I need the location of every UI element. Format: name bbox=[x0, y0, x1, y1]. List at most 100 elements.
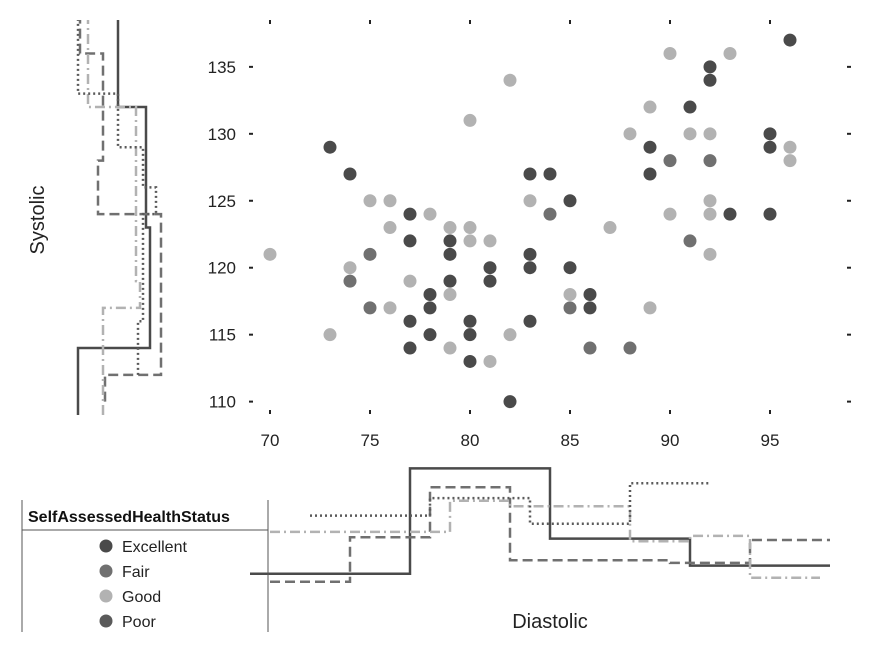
data-point bbox=[783, 140, 797, 154]
data-point bbox=[703, 127, 717, 141]
data-point bbox=[643, 167, 657, 181]
data-point bbox=[343, 274, 357, 288]
data-point bbox=[483, 234, 497, 248]
data-point bbox=[463, 328, 477, 342]
data-point bbox=[523, 247, 537, 261]
marginal-x-histogram bbox=[250, 467, 830, 584]
data-point bbox=[763, 140, 777, 154]
data-point bbox=[563, 301, 577, 315]
data-point bbox=[703, 154, 717, 168]
x-tick-label: 70 bbox=[261, 431, 280, 450]
data-point bbox=[523, 261, 537, 275]
data-point bbox=[463, 354, 477, 368]
data-point bbox=[503, 395, 517, 409]
data-point bbox=[423, 328, 437, 342]
data-point bbox=[403, 274, 417, 288]
data-point bbox=[323, 140, 337, 154]
main-plot: 110 115 120 125 130 135 70 75 80 85 90 95 bbox=[208, 20, 851, 450]
data-point bbox=[443, 274, 457, 288]
data-point bbox=[523, 167, 537, 181]
data-point bbox=[723, 207, 737, 221]
legend-marker-poor bbox=[99, 614, 113, 628]
marginal-y-histogram bbox=[76, 20, 163, 415]
data-point bbox=[443, 221, 457, 235]
data-point bbox=[383, 221, 397, 235]
x-tick-label: 90 bbox=[661, 431, 680, 450]
data-point bbox=[663, 154, 677, 168]
data-point bbox=[383, 301, 397, 315]
ticks-layer: 110 115 120 125 130 135 70 75 80 85 90 95 bbox=[208, 20, 851, 450]
data-point bbox=[483, 354, 497, 368]
data-point bbox=[363, 301, 377, 315]
data-point bbox=[343, 261, 357, 275]
data-point bbox=[643, 301, 657, 315]
y-tick-label: 125 bbox=[208, 192, 236, 211]
data-point bbox=[583, 301, 597, 315]
data-point bbox=[543, 207, 557, 221]
data-point bbox=[403, 207, 417, 221]
data-point bbox=[443, 341, 457, 355]
y-tick-label: 110 bbox=[209, 393, 236, 412]
y-axis-title: Systolic bbox=[27, 186, 49, 255]
data-point bbox=[783, 154, 797, 168]
data-point bbox=[683, 100, 697, 114]
data-point bbox=[563, 261, 577, 275]
data-point bbox=[443, 234, 457, 248]
points-layer bbox=[263, 33, 797, 409]
data-point bbox=[683, 234, 697, 248]
data-point bbox=[783, 33, 797, 47]
data-point bbox=[423, 301, 437, 315]
x-axis-title: Diastolic bbox=[512, 611, 588, 633]
marginal-y-step-poor bbox=[76, 20, 158, 375]
legend-label-poor: Poor bbox=[122, 614, 156, 631]
data-point bbox=[703, 194, 717, 208]
data-point bbox=[763, 127, 777, 141]
legend: SelfAssessedHealthStatus Excellent Fair Go… bbox=[21, 500, 269, 632]
marginal-y-step-good bbox=[86, 20, 142, 415]
data-point bbox=[343, 167, 357, 181]
data-point bbox=[763, 207, 777, 221]
data-point bbox=[643, 140, 657, 154]
data-point bbox=[623, 127, 637, 141]
data-point bbox=[523, 194, 537, 208]
data-point bbox=[463, 221, 477, 235]
data-point bbox=[583, 341, 597, 355]
legend-label-fair: Fair bbox=[122, 564, 150, 581]
data-point bbox=[443, 247, 457, 261]
data-point bbox=[663, 207, 677, 221]
data-point bbox=[363, 247, 377, 261]
data-point bbox=[703, 207, 717, 221]
legend-label-excellent: Excellent bbox=[122, 539, 187, 556]
marginal-x-step-excellent bbox=[250, 467, 830, 575]
y-tick-label: 120 bbox=[208, 259, 236, 278]
data-point bbox=[463, 113, 477, 127]
data-point bbox=[423, 287, 437, 301]
data-point bbox=[323, 328, 337, 342]
x-tick-label: 95 bbox=[761, 431, 780, 450]
data-point bbox=[703, 60, 717, 74]
data-point bbox=[383, 194, 397, 208]
legend-marker-excellent bbox=[99, 539, 113, 553]
legend-marker-good bbox=[99, 589, 113, 603]
legend-title: SelfAssessedHealthStatus bbox=[28, 509, 230, 526]
data-point bbox=[463, 314, 477, 328]
x-tick-label: 85 bbox=[561, 431, 580, 450]
data-point bbox=[603, 221, 617, 235]
legend-items: Excellent Fair Good Poor bbox=[99, 539, 187, 631]
data-point bbox=[443, 287, 457, 301]
data-point bbox=[403, 314, 417, 328]
data-point bbox=[583, 287, 597, 301]
legend-label-good: Good bbox=[122, 589, 161, 606]
data-point bbox=[563, 194, 577, 208]
data-point bbox=[503, 328, 517, 342]
data-point bbox=[483, 274, 497, 288]
data-point bbox=[423, 207, 437, 221]
data-point bbox=[663, 46, 677, 60]
data-point bbox=[363, 194, 377, 208]
data-point bbox=[623, 341, 637, 355]
marginal-x-step-poor bbox=[310, 482, 710, 525]
legend-marker-fair bbox=[99, 564, 113, 578]
marginal-x-step-good bbox=[270, 499, 820, 579]
y-tick-label: 115 bbox=[209, 326, 236, 345]
